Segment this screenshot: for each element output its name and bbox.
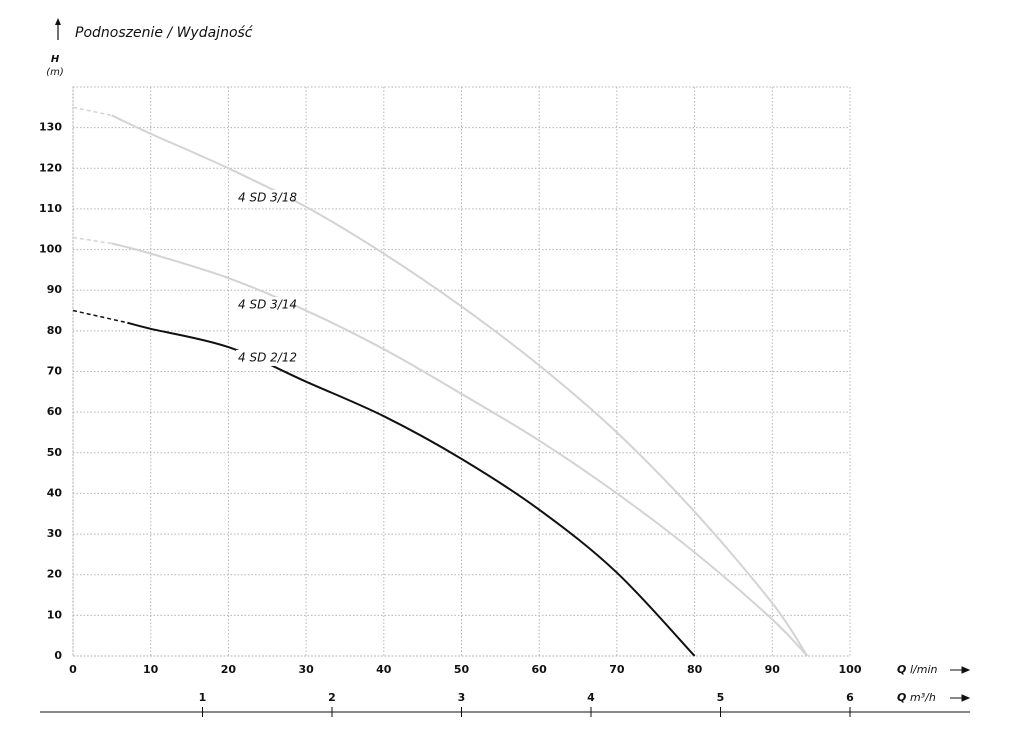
x2-tick-label: 1 bbox=[199, 691, 207, 704]
curve-start bbox=[72, 309, 128, 324]
x2-tick-label: 4 bbox=[587, 691, 595, 704]
curve-label: 4 SD 2/12 bbox=[238, 351, 297, 365]
x-axis-symbol: Q bbox=[897, 663, 906, 676]
x-tick-label: 40 bbox=[376, 663, 392, 676]
y-tick-label: 30 bbox=[47, 527, 63, 540]
y-tick-label: 20 bbox=[47, 568, 63, 581]
curve bbox=[111, 114, 809, 657]
curve-start bbox=[72, 236, 112, 245]
curve-label-bg bbox=[236, 190, 292, 206]
x-tick-label: 0 bbox=[69, 663, 77, 676]
y-tick-label: 50 bbox=[47, 446, 63, 459]
y-axis-symbol: H bbox=[51, 54, 60, 65]
y-tick-label: 70 bbox=[47, 365, 63, 378]
x-tick-label: 10 bbox=[143, 663, 159, 676]
x-tick-label: 100 bbox=[839, 663, 862, 676]
curve-label: 4 SD 3/14 bbox=[238, 298, 297, 312]
y-tick-label: 80 bbox=[47, 324, 63, 337]
y-tick-label: 40 bbox=[47, 486, 63, 499]
y-arrow-head bbox=[55, 18, 61, 25]
x-tick-label: 70 bbox=[609, 663, 625, 676]
x-tick-label: 30 bbox=[298, 663, 314, 676]
curve-start bbox=[72, 106, 113, 117]
y-tick-label: 10 bbox=[47, 608, 63, 621]
y-tick-label: 110 bbox=[39, 202, 62, 215]
x-tick-label: 50 bbox=[454, 663, 470, 676]
chart-title: Podnoszenie / Wydajność bbox=[75, 25, 254, 41]
x-tick-label: 80 bbox=[687, 663, 703, 676]
y-tick-label: 120 bbox=[39, 161, 62, 174]
y-tick-label: 60 bbox=[47, 405, 63, 418]
y-tick-label: 100 bbox=[39, 243, 62, 256]
x-axis-unit: l/min bbox=[910, 663, 938, 676]
x-tick-label: 90 bbox=[765, 663, 781, 676]
curve-label-bg bbox=[236, 297, 292, 313]
y-tick-label: 130 bbox=[39, 121, 62, 134]
x2-axis-symbol: Q bbox=[897, 691, 906, 704]
y-tick-label: 0 bbox=[54, 649, 62, 662]
curve bbox=[127, 321, 696, 657]
x2-arrow bbox=[950, 694, 971, 702]
x2-tick-label: 3 bbox=[458, 691, 466, 704]
x2-tick-label: 5 bbox=[717, 691, 725, 704]
x2-axis-unit: m³/h bbox=[910, 691, 936, 704]
x2-tick-label: 2 bbox=[328, 691, 336, 704]
curve bbox=[111, 242, 808, 657]
y-axis-unit: (m) bbox=[46, 67, 64, 78]
x-tick-label: 60 bbox=[532, 663, 548, 676]
curve-label-bg bbox=[236, 350, 292, 366]
y-tick-label: 90 bbox=[47, 283, 63, 296]
x2-tick-label: 6 bbox=[846, 691, 854, 704]
x-arrow bbox=[950, 666, 971, 674]
x-tick-label: 20 bbox=[221, 663, 237, 676]
curve-label: 4 SD 3/18 bbox=[238, 191, 297, 205]
